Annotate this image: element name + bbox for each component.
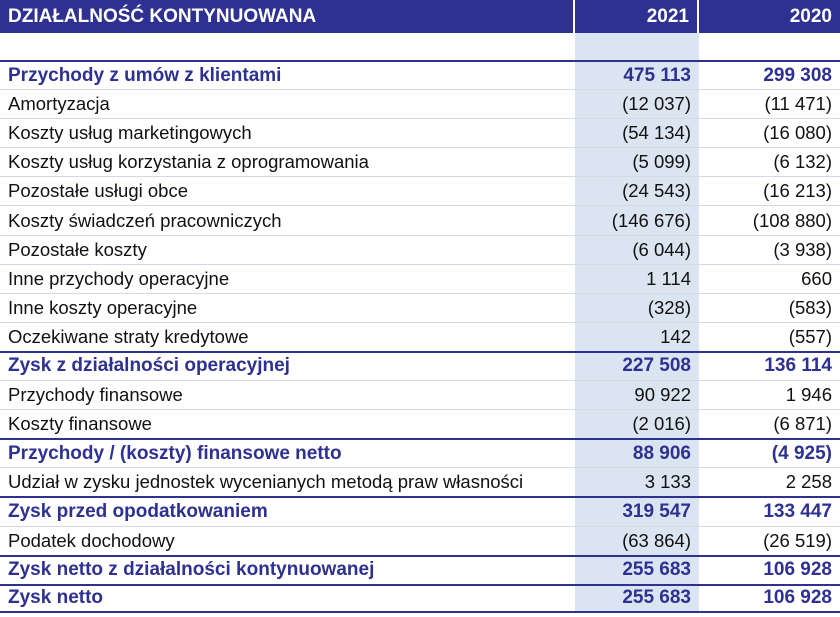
row-value: 319 547 <box>575 496 699 526</box>
row-value: 1 114 <box>575 263 699 293</box>
row-label: Koszty usług marketingowych <box>0 118 575 147</box>
table-row: Inne koszty operacyjne (328) (583) <box>0 292 840 322</box>
row-value: (108 880) <box>699 205 840 234</box>
row-value: (5 099) <box>575 147 699 177</box>
total-row: Przychody z umów z klientami 475 113 299 3… <box>0 60 840 90</box>
row-value: (6 871) <box>699 409 840 438</box>
row-value: 136 114 <box>699 350 840 380</box>
row-value: 142 <box>575 321 699 351</box>
row-value: 106 928 <box>699 554 840 584</box>
row-value: 660 <box>699 263 840 293</box>
row-value: 133 447 <box>699 496 840 525</box>
row-value: (63 864) <box>575 525 699 555</box>
row-label: Przychody / (koszty) finansowe netto <box>0 438 575 467</box>
total-row: Zysk przed opodatkowaniem 319 547 133 447 <box>0 496 840 526</box>
row-value: 88 906 <box>575 438 699 468</box>
table-row: Amortyzacja (12 037) (11 471) <box>0 89 840 119</box>
row-value: (328) <box>575 292 699 322</box>
row-value: 255 683 <box>575 554 699 584</box>
row-value: (4 925) <box>699 438 840 467</box>
row-value: (6 132) <box>699 147 840 176</box>
table-body: Przychody z umów z klientami 475 113 299 3… <box>0 33 840 613</box>
total-row: Zysk netto z działalności kontynuowanej 2… <box>0 554 840 584</box>
row-label: Przychody finansowe <box>0 380 575 409</box>
row-value: (557) <box>699 321 840 351</box>
row-label: Podatek dochodowy <box>0 525 575 555</box>
row-value: (12 037) <box>575 89 699 119</box>
row-label: Inne przychody operacyjne <box>0 263 575 293</box>
table-row: Koszty finansowe (2 016) (6 871) <box>0 409 840 439</box>
row-value: 2 258 <box>699 467 840 496</box>
row-value: (24 543) <box>575 176 699 206</box>
row-value: (26 519) <box>699 525 840 555</box>
table-row: Koszty usług korzystania z oprogramowani… <box>0 147 840 177</box>
row-value: (146 676) <box>575 205 699 235</box>
row-label: Koszty świadczeń pracowniczych <box>0 205 575 234</box>
row-value: 3 133 <box>575 467 699 497</box>
row-value: (16 213) <box>699 176 840 205</box>
table-row: Pozostałe koszty (6 044) (3 938) <box>0 234 840 264</box>
row-value: 227 508 <box>575 350 699 381</box>
total-row: Przychody / (koszty) finansowe netto 88 9… <box>0 438 840 468</box>
row-value: 1 946 <box>699 380 840 409</box>
row-value: (54 134) <box>575 118 699 148</box>
row-label: Inne koszty operacyjne <box>0 292 575 322</box>
row-label: Przychody z umów z klientami <box>0 60 575 89</box>
row-value: (11 471) <box>699 89 840 118</box>
table-row: Inne przychody operacyjne 1 114 660 <box>0 263 840 293</box>
total-row: Zysk z działalności operacyjnej 227 508 13… <box>0 350 840 381</box>
row-value: 106 928 <box>699 583 840 613</box>
row-label: Zysk netto <box>0 583 575 613</box>
row-label: Oczekiwane straty kredytowe <box>0 321 575 351</box>
row-label: Udział w zysku jednostek wycenianych met… <box>0 467 575 496</box>
row-value: 299 308 <box>699 60 840 89</box>
total-row: Zysk netto 255 683 106 928 <box>0 583 840 613</box>
table-row: Oczekiwane straty kredytowe 142 (557) <box>0 321 840 351</box>
row-value: 255 683 <box>575 583 699 613</box>
table-row: Przychody finansowe 90 922 1 946 <box>0 380 840 410</box>
table-row: Koszty usług marketingowych (54 134) (16 0… <box>0 118 840 148</box>
row-label: Pozostałe koszty <box>0 234 575 264</box>
row-label: Pozostałe usługi obce <box>0 176 575 205</box>
row-label: Koszty finansowe <box>0 409 575 438</box>
table-row: Podatek dochodowy (63 864) (26 519) <box>0 525 840 555</box>
row-value: (16 080) <box>699 118 840 147</box>
row-label: Zysk przed opodatkowaniem <box>0 496 575 525</box>
spacer-row <box>0 33 840 60</box>
row-value: (583) <box>699 292 840 322</box>
row-label: Koszty usług korzystania z oprogramowani… <box>0 147 575 176</box>
header-year: 2021 <box>575 0 699 33</box>
table-row: Pozostałe usługi obce (24 543) (16 213) <box>0 176 840 206</box>
row-value: (6 044) <box>575 234 699 264</box>
row-label: Amortyzacja <box>0 89 575 118</box>
header-row: DZIAŁALNOŚĆ KONTYNUOWANA 2021 2020 <box>0 0 840 33</box>
table-row: Udział w zysku jednostek wycenianych met… <box>0 467 840 497</box>
row-value: 475 113 <box>575 60 699 90</box>
row-value: (2 016) <box>575 409 699 439</box>
row-value: (3 938) <box>699 234 840 264</box>
row-value: 90 922 <box>575 380 699 410</box>
header-year: 2020 <box>699 0 840 33</box>
header-title: DZIAŁALNOŚĆ KONTYNUOWANA <box>0 0 575 33</box>
row-label: Zysk netto z działalności kontynuowanej <box>0 554 575 584</box>
row-label: Zysk z działalności operacyjnej <box>0 350 575 380</box>
table-row: Koszty świadczeń pracowniczych (146 676)(… <box>0 205 840 235</box>
